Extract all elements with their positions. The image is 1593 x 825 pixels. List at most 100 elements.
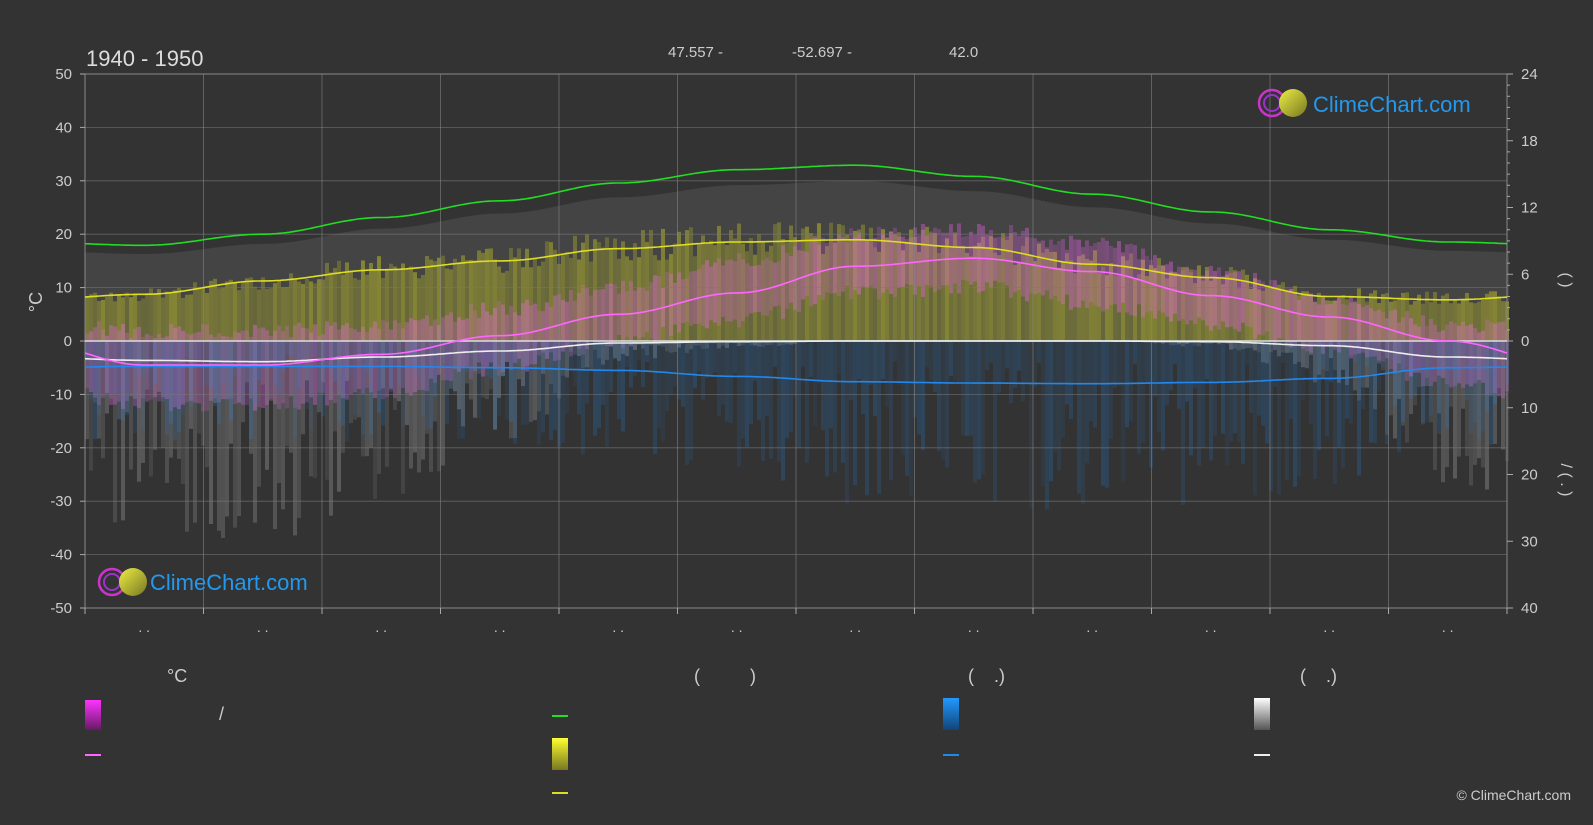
rain-bar (705, 341, 709, 378)
temp-range-bar (521, 303, 525, 370)
snow-bar (605, 341, 609, 360)
snow-bar (193, 341, 197, 523)
rain-bar (273, 341, 277, 386)
sunshine-bar (717, 225, 721, 341)
rain-bar (593, 341, 597, 436)
temp-range-bar (533, 303, 537, 365)
sunshine-bar (945, 238, 949, 341)
rain-bar (297, 341, 301, 388)
daylight-bar (393, 228, 397, 341)
temp-range-bar (893, 227, 897, 298)
snow-bar (633, 341, 637, 350)
snow-bar (613, 341, 617, 359)
sunshine-bar (1105, 275, 1109, 341)
legend-rain-swatch (943, 698, 959, 730)
daylight-bar (269, 243, 273, 341)
snow-bar (645, 341, 649, 356)
sunshine-bar (493, 259, 497, 341)
snow-bar (1469, 341, 1473, 486)
rain-bar (737, 341, 741, 467)
sunshine-bar (141, 298, 145, 341)
rain-bar (641, 341, 645, 388)
sunshine-bar (625, 256, 629, 341)
snow-bar (381, 341, 385, 389)
sunshine-bar (305, 278, 309, 341)
sunshine-bar (1001, 233, 1005, 341)
temp-range-bar (153, 338, 157, 398)
sunshine-bar (1201, 280, 1205, 341)
sunshine-bar (581, 242, 585, 341)
daylight-bar (477, 214, 481, 341)
rain-bar (469, 341, 473, 378)
snow-bar (269, 341, 273, 401)
sunshine-bar (629, 260, 633, 341)
temp-range-bar (1069, 235, 1073, 310)
rain-bar (377, 341, 381, 413)
snow-bar (1441, 341, 1445, 483)
daylight-bar (205, 248, 209, 341)
sunshine-bar (953, 232, 957, 341)
sunshine-bar (1185, 267, 1189, 341)
daylight-bar (297, 240, 301, 341)
sunshine-bar (593, 239, 597, 341)
snow-bar (749, 341, 753, 346)
rain-bar (989, 341, 993, 363)
sunshine-bar (609, 247, 613, 341)
daylight-bar (573, 202, 577, 341)
rain-bar (1465, 341, 1469, 400)
sunshine-bar (849, 240, 853, 341)
rain-bar (1361, 341, 1365, 410)
daylight-bar (1441, 250, 1445, 341)
daylight-line (84, 164, 1508, 247)
temp-range-bar (905, 238, 909, 285)
snow-bar (1217, 341, 1221, 345)
rain-bar (637, 341, 641, 360)
temp-range-bar (1305, 293, 1309, 352)
rain-bar (977, 341, 981, 480)
daylight-bar (981, 191, 985, 341)
daylight-bar (937, 188, 941, 341)
temp-range-bar (1437, 331, 1441, 376)
snow-bar (201, 341, 205, 446)
sunshine-bar (441, 255, 445, 341)
daylight-bar (717, 185, 721, 341)
temp-range-bar (821, 237, 825, 300)
sunshine-bar (753, 254, 757, 341)
temp-range-bar (1325, 304, 1329, 346)
daylight-bar (913, 185, 917, 341)
rain-bar (241, 341, 245, 405)
rain-bar (1481, 341, 1485, 432)
snow-bar (117, 341, 121, 419)
sunshine-bar (1085, 258, 1089, 341)
daylight-bar (313, 238, 317, 341)
rain-bar (1065, 341, 1069, 405)
daylight-bar (741, 185, 745, 341)
rain-bar (609, 341, 613, 392)
sunshine-bar (617, 258, 621, 341)
temp-range-bar (137, 326, 141, 409)
snow-bar (1281, 341, 1285, 353)
snow-bar (1305, 341, 1309, 369)
sunshine-bar (1061, 261, 1065, 341)
logo-inner-ring-icon (1263, 94, 1281, 112)
snow-bar (121, 341, 125, 521)
sunshine-bar (1229, 266, 1233, 341)
daylight-bar (337, 233, 341, 341)
rain-bar (1281, 341, 1285, 364)
rain-bar (661, 341, 665, 442)
daylight-bar (1189, 222, 1193, 341)
sunshine-bar (645, 242, 649, 341)
daylight-bar (921, 186, 925, 341)
daylight-bar (949, 190, 953, 341)
sunshine-bar (669, 254, 673, 341)
sunshine-bar (925, 226, 929, 341)
temp-range-bar (1109, 245, 1113, 305)
sunshine-bar (1485, 293, 1489, 341)
rain-bar (1089, 341, 1093, 422)
daylight-bar (1249, 227, 1253, 341)
sunshine-bar (857, 229, 861, 341)
rain-bar (189, 341, 193, 407)
temp-range-bar (517, 315, 521, 359)
temp-range-bar (561, 299, 565, 352)
daylight-bar (465, 216, 469, 341)
